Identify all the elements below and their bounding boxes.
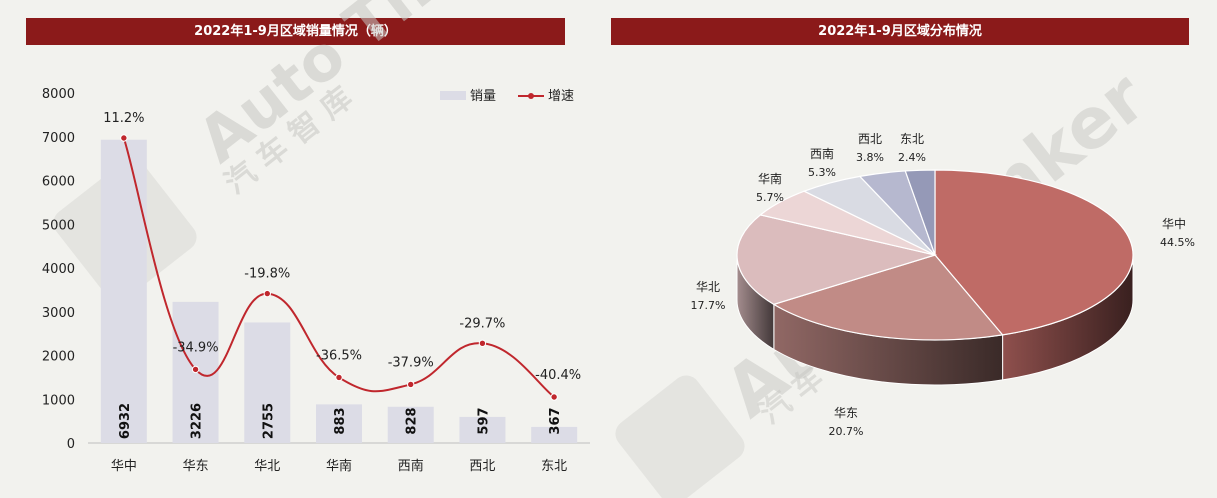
growth-point — [407, 380, 415, 389]
watermark-text: Auto Thinker — [184, 0, 584, 177]
pie-slice — [904, 169, 936, 256]
x-category-label: 西北 — [469, 459, 495, 474]
pie-category-label: 华中 — [1162, 216, 1186, 231]
pie-percent-label: 3.8% — [856, 151, 884, 164]
watermark-logo-icon — [615, 375, 745, 498]
x-category-label: 华南 — [326, 458, 352, 474]
growth-line — [122, 137, 555, 398]
bar-value-label: 6932 — [118, 403, 133, 439]
pie-percent-label: 20.7% — [829, 425, 864, 438]
x-category-label: 华北 — [254, 459, 280, 474]
growth-point — [120, 134, 128, 142]
bar — [459, 416, 506, 443]
x-category-label: 西南 — [398, 458, 424, 474]
pie-percent-label: 44.5% — [1160, 236, 1195, 249]
growth-rate-label: -29.7% — [459, 316, 505, 331]
y-tick-label: 0 — [67, 437, 75, 452]
legend-line-label: 增速 — [548, 89, 574, 104]
legend: 销量 增速 — [440, 89, 574, 104]
growth-point — [550, 393, 558, 401]
y-tick-label: 6000 — [42, 175, 75, 190]
x-category-label: 华中 — [111, 459, 137, 474]
bar — [531, 426, 578, 443]
bar-value-label: 828 — [405, 407, 420, 434]
pie-category-label: 华北 — [696, 280, 720, 294]
pie-category-label: 西北 — [858, 132, 882, 146]
pie-percent-label: 17.7% — [691, 299, 726, 312]
growth-point — [335, 373, 343, 382]
bar-value-label: 2755 — [261, 403, 276, 439]
growth-rate-label: -37.9% — [388, 355, 434, 370]
x-category-label: 华东 — [183, 459, 209, 474]
distribution-chart-title: 2022年1-9月区域分布情况 — [611, 18, 1189, 45]
bar — [244, 322, 291, 443]
bar — [316, 404, 362, 443]
pie-category-label: 西南 — [810, 146, 834, 161]
growth-rate-label: -19.8% — [244, 267, 290, 282]
legend-bar-swatch — [440, 91, 466, 100]
sales-chart-title: 2022年1-9月区域销量情况（辆） — [26, 18, 565, 45]
y-tick-label: 2000 — [42, 350, 75, 365]
pie-slice — [736, 214, 938, 306]
growth-rate-label: -36.5% — [316, 348, 362, 363]
bar — [387, 406, 434, 443]
bar-value-label: 597 — [476, 407, 491, 434]
y-tick-label: 4000 — [42, 262, 75, 277]
pie-percent-label: 5.7% — [756, 191, 784, 204]
legend-bar-label: 销量 — [470, 89, 496, 104]
growth-rate-label: -40.4% — [535, 368, 581, 383]
bar — [100, 139, 147, 443]
pie-category-label: 华东 — [834, 406, 858, 420]
bar-value-label: 367 — [548, 407, 563, 434]
bar-value-label: 3226 — [190, 403, 205, 439]
y-tick-label: 5000 — [42, 218, 75, 233]
y-tick-label: 8000 — [42, 87, 75, 102]
growth-rate-label: -34.9% — [173, 340, 219, 355]
growth-point — [191, 365, 200, 374]
pie-percent-label: 5.3% — [808, 166, 836, 179]
y-tick-label: 1000 — [42, 393, 75, 408]
pie-slice — [934, 169, 1134, 336]
y-tick-label: 7000 — [42, 131, 75, 146]
pie-category-label: 华南 — [758, 171, 782, 186]
bar-value-label: 883 — [333, 407, 348, 434]
legend-line-marker — [528, 93, 534, 99]
growth-rate-label: 11.2% — [103, 111, 144, 126]
pie-slice — [772, 254, 1004, 341]
x-category-label: 东北 — [541, 459, 567, 474]
growth-point — [478, 339, 487, 347]
pie-percent-label: 2.4% — [898, 151, 926, 164]
growth-point — [263, 289, 271, 298]
pie-category-label: 东北 — [900, 132, 924, 146]
y-tick-label: 3000 — [42, 306, 75, 321]
